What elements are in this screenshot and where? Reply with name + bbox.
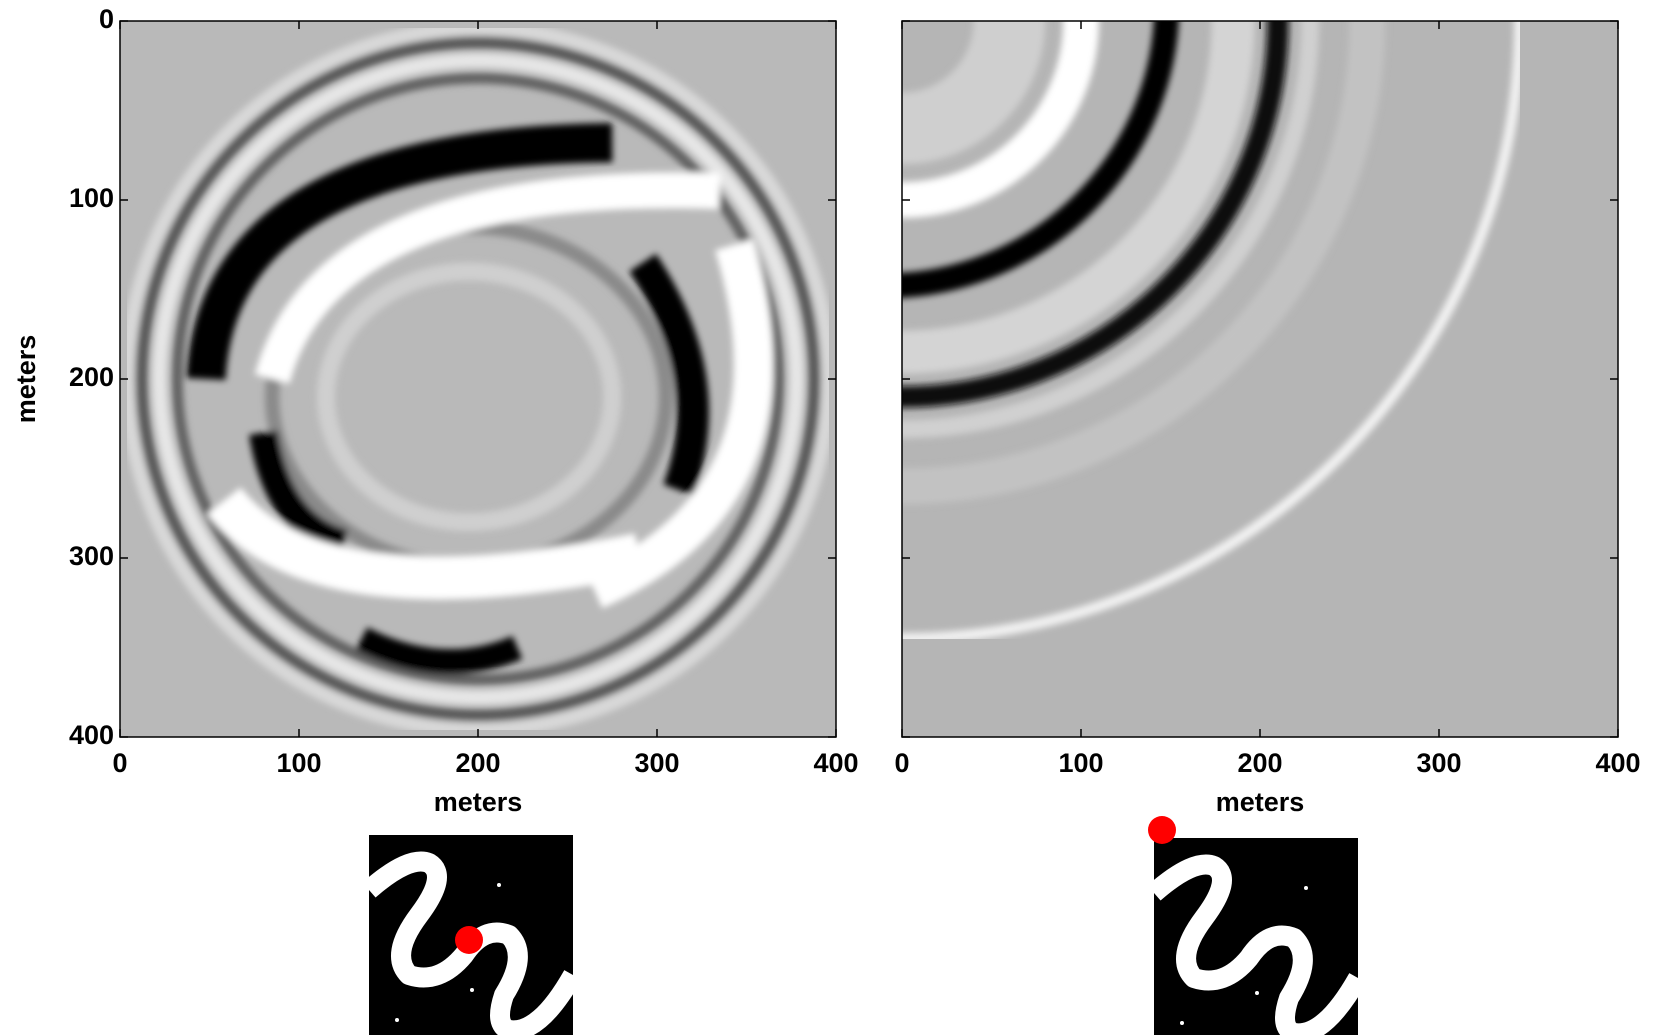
y-tick-label: 0 bbox=[99, 4, 114, 34]
wavefield-image bbox=[120, 21, 836, 737]
x-tick-label: 0 bbox=[894, 748, 909, 778]
x-tick-label: 0 bbox=[112, 748, 127, 778]
x-tick-label: 300 bbox=[1416, 748, 1461, 778]
y-tick-label: 200 bbox=[69, 362, 114, 392]
x-axis-label: meters bbox=[1216, 787, 1305, 817]
thumbnail bbox=[369, 835, 573, 1035]
y-tick-label: 400 bbox=[69, 720, 114, 750]
y-tick-label: 100 bbox=[69, 183, 114, 213]
x-tick-label: 400 bbox=[813, 748, 858, 778]
x-tick-label: 100 bbox=[276, 748, 321, 778]
x-tick-label: 300 bbox=[634, 748, 679, 778]
x-tick-label: 200 bbox=[455, 748, 500, 778]
y-axis-label: meters bbox=[11, 335, 41, 424]
x-axis-label: meters bbox=[434, 787, 523, 817]
y-tick-label: 300 bbox=[69, 541, 114, 571]
x-tick-label: 400 bbox=[1595, 748, 1640, 778]
thumbnail bbox=[1148, 816, 1358, 1035]
x-tick-label: 200 bbox=[1237, 748, 1282, 778]
figure: 01002003004000100200300400metersmeters01… bbox=[0, 0, 1663, 1035]
x-tick-label: 100 bbox=[1058, 748, 1103, 778]
